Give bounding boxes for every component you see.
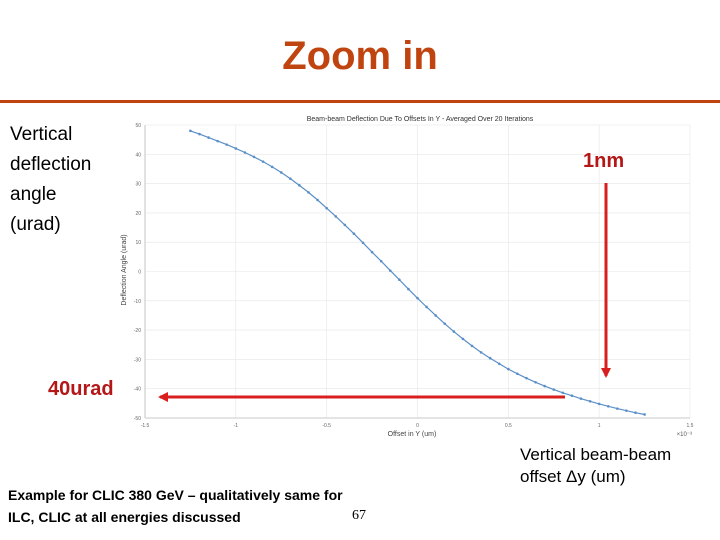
chart-x-label: Offset in Y (um) xyxy=(388,431,437,438)
data-point xyxy=(316,198,319,202)
data-point xyxy=(625,409,628,412)
data-point xyxy=(597,402,601,406)
slide-title: Zoom in xyxy=(282,34,438,78)
data-point xyxy=(370,250,374,254)
y-caption-line: angle xyxy=(10,184,57,205)
tick-labels: 50 40 30 20 10 0 -10 -20 -30 -40 -50-1.5 -1 -0.5 0 0.5… xyxy=(134,123,694,429)
data-point xyxy=(552,388,556,391)
data-point xyxy=(398,278,401,282)
chart-y-label: Deflection Angle (urad) xyxy=(121,234,128,305)
data-point xyxy=(534,380,537,384)
data-point xyxy=(497,362,501,366)
axes xyxy=(144,125,690,419)
data-point xyxy=(352,232,356,236)
series xyxy=(189,129,646,416)
y-tick-label: 0 xyxy=(138,270,141,276)
x-tick-label: -1.5 xyxy=(141,423,150,429)
callout-40urad: 40urad xyxy=(48,378,114,400)
y-caption-line: Vertical xyxy=(10,124,73,145)
data-point xyxy=(579,397,583,400)
y-tick-label: -10 xyxy=(134,299,141,305)
page-number: 67 xyxy=(352,508,366,523)
data-point xyxy=(225,143,229,146)
x-exponent: ×10⁻³ xyxy=(677,432,692,438)
footnote: Example for CLIC 380 GeV – qualitatively… xyxy=(8,484,448,528)
y-tick-label: 50 xyxy=(135,123,141,129)
y-tick-label: 40 xyxy=(135,152,141,158)
data-point xyxy=(570,394,574,398)
y-tick-label: -50 xyxy=(134,416,141,422)
data-point xyxy=(470,344,474,348)
data-point xyxy=(252,155,256,159)
x-caption-line: Vertical beam-beam xyxy=(520,445,672,464)
data-point xyxy=(361,241,365,245)
callout-1nm: 1nm xyxy=(583,150,625,172)
data-point xyxy=(488,356,492,360)
x-tick-label: 1 xyxy=(598,423,601,429)
data-point xyxy=(543,384,546,388)
data-point xyxy=(407,287,410,291)
x-caption-line: offset Δy (um) xyxy=(520,467,626,486)
data-point xyxy=(207,136,210,139)
data-point xyxy=(379,259,383,263)
data-point xyxy=(198,132,201,136)
data-point xyxy=(270,165,274,169)
y-tick-label: 30 xyxy=(135,182,141,188)
data-point xyxy=(416,296,419,300)
y-tick-label: 10 xyxy=(135,240,141,246)
data-point xyxy=(516,372,519,376)
x-tick-label: 0.5 xyxy=(505,423,512,429)
x-tick-label: 1.5 xyxy=(687,423,694,429)
data-point xyxy=(634,411,637,415)
x-tick-label: -1 xyxy=(234,423,239,429)
chart-title: Beam-beam Deflection Due To Offsets In Y… xyxy=(307,116,534,123)
title-rule xyxy=(0,100,720,103)
y-caption-line: deflection xyxy=(10,154,92,175)
data-point xyxy=(461,337,465,341)
data-point xyxy=(443,322,447,325)
data-point xyxy=(616,407,619,410)
footnote-line: ILC, CLIC at all energies discussed xyxy=(8,509,241,525)
y-tick-label: 20 xyxy=(135,211,141,217)
data-point xyxy=(307,191,310,194)
data-point xyxy=(434,314,437,317)
y-axis-caption: Vertical deflection angle (urad) xyxy=(10,120,120,240)
data-point xyxy=(289,177,292,180)
y-tick-label: -20 xyxy=(134,328,141,334)
data-point xyxy=(452,330,456,333)
data-point xyxy=(216,139,219,143)
data-point xyxy=(261,160,265,163)
data-point xyxy=(561,391,565,395)
x-axis-caption: Vertical beam-beam offset Δy (um) xyxy=(520,444,720,488)
data-point xyxy=(425,305,428,309)
y-tick-label: -40 xyxy=(134,387,141,393)
x-tick-label: 0 xyxy=(416,423,419,429)
data-point xyxy=(588,399,592,403)
data-point xyxy=(507,367,510,371)
data-point xyxy=(189,129,192,133)
data-point xyxy=(279,171,283,174)
data-point xyxy=(525,376,528,380)
data-point xyxy=(343,223,347,227)
x-tick-label: -0.5 xyxy=(322,423,331,429)
data-point xyxy=(388,269,392,272)
data-point xyxy=(325,206,328,210)
footnote-line: Example for CLIC 380 GeV – qualitatively… xyxy=(8,487,343,503)
data-point xyxy=(606,404,610,408)
y-tick-label: -30 xyxy=(134,357,141,363)
data-point xyxy=(643,413,646,416)
data-point xyxy=(479,351,483,354)
data-point xyxy=(243,151,247,154)
y-caption-line: (urad) xyxy=(10,214,61,235)
data-point xyxy=(298,184,301,187)
data-point xyxy=(234,147,238,150)
data-point xyxy=(334,215,338,218)
